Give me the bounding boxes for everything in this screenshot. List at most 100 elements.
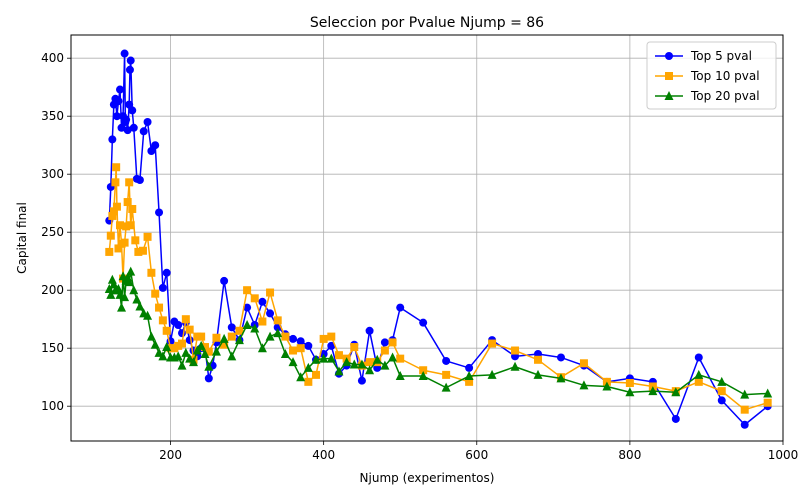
x-axis: 200 400 600 800 1000 bbox=[159, 441, 798, 462]
data-point bbox=[288, 357, 298, 367]
data-point bbox=[671, 387, 681, 397]
data-point bbox=[281, 332, 290, 341]
data-point bbox=[327, 332, 336, 341]
series-layer bbox=[104, 49, 773, 429]
data-point bbox=[196, 340, 206, 350]
data-point bbox=[108, 211, 117, 220]
data-point bbox=[465, 363, 474, 372]
data-point bbox=[280, 349, 290, 358]
data-point bbox=[342, 357, 352, 367]
data-point bbox=[273, 316, 282, 325]
data-point bbox=[365, 365, 375, 375]
legend: Top 5 pval Top 10 pval Top 20 pval bbox=[646, 41, 777, 110]
data-point bbox=[181, 347, 191, 357]
data-point bbox=[304, 341, 313, 350]
data-point bbox=[109, 207, 118, 216]
y-tick-label: 300 bbox=[41, 167, 64, 181]
data-point bbox=[380, 338, 389, 347]
data-point bbox=[125, 178, 134, 187]
data-point bbox=[357, 376, 366, 385]
data-point bbox=[648, 386, 658, 396]
data-point bbox=[625, 387, 635, 397]
data-point bbox=[740, 420, 749, 429]
data-point bbox=[192, 345, 202, 355]
data-point bbox=[242, 320, 252, 329]
data-point bbox=[174, 321, 183, 329]
data-point bbox=[120, 49, 129, 58]
data-point bbox=[158, 283, 167, 292]
data-point bbox=[396, 303, 405, 312]
legend-label: Top 20 pval bbox=[690, 89, 760, 103]
data-point bbox=[266, 309, 275, 318]
data-point bbox=[235, 326, 244, 335]
data-point bbox=[126, 56, 135, 65]
data-point bbox=[131, 236, 140, 245]
y-tick-label: 150 bbox=[41, 341, 64, 355]
data-point bbox=[388, 352, 398, 362]
data-point bbox=[104, 284, 114, 294]
y-tick-label: 350 bbox=[41, 109, 64, 123]
data-point bbox=[200, 349, 210, 358]
data-point bbox=[511, 346, 520, 355]
data-point bbox=[334, 366, 344, 376]
data-point bbox=[114, 244, 123, 253]
legend-marker bbox=[665, 52, 673, 60]
series-2 bbox=[105, 163, 772, 414]
data-point bbox=[419, 318, 428, 327]
data-point bbox=[296, 337, 305, 346]
data-point bbox=[135, 301, 145, 311]
data-point bbox=[158, 316, 167, 325]
data-point bbox=[579, 359, 588, 368]
data-point bbox=[625, 379, 634, 387]
data-point bbox=[143, 310, 153, 320]
data-point bbox=[227, 351, 237, 361]
data-point bbox=[112, 202, 121, 211]
data-point bbox=[227, 332, 236, 341]
data-point bbox=[396, 354, 405, 363]
data-point bbox=[146, 331, 156, 341]
data-point bbox=[372, 354, 382, 364]
data-point bbox=[465, 377, 474, 386]
data-point bbox=[326, 353, 336, 363]
data-point bbox=[138, 246, 147, 255]
data-point bbox=[122, 115, 131, 124]
data-point bbox=[128, 106, 137, 115]
data-point bbox=[112, 163, 121, 172]
data-point bbox=[155, 303, 164, 312]
data-point bbox=[441, 382, 451, 392]
data-point bbox=[273, 328, 283, 338]
data-point bbox=[388, 338, 397, 347]
data-point bbox=[155, 208, 164, 217]
data-point bbox=[204, 347, 213, 356]
data-point bbox=[120, 292, 130, 302]
data-point bbox=[380, 346, 389, 355]
data-point bbox=[250, 294, 259, 303]
data-point bbox=[200, 343, 209, 352]
legend-marker bbox=[665, 72, 673, 80]
data-point bbox=[185, 325, 194, 334]
data-point bbox=[311, 354, 321, 364]
data-point bbox=[289, 346, 298, 355]
data-point bbox=[250, 323, 260, 333]
data-point bbox=[243, 303, 252, 312]
data-point bbox=[143, 232, 152, 241]
y-tick-label: 200 bbox=[41, 283, 64, 297]
data-point bbox=[122, 222, 131, 231]
data-point bbox=[111, 178, 120, 187]
data-point bbox=[173, 351, 183, 361]
data-point bbox=[120, 238, 129, 247]
data-point bbox=[419, 366, 428, 375]
data-point bbox=[112, 112, 121, 121]
y-tick-label: 400 bbox=[41, 51, 64, 65]
data-point bbox=[311, 370, 320, 379]
data-point bbox=[135, 176, 144, 184]
data-point bbox=[304, 377, 313, 386]
data-point bbox=[151, 289, 160, 298]
data-point bbox=[266, 288, 275, 297]
data-point bbox=[556, 353, 565, 362]
data-point bbox=[150, 339, 160, 349]
data-point bbox=[717, 396, 726, 405]
data-point bbox=[128, 205, 137, 213]
y-axis: 100 150 200 250 300 350 400 bbox=[41, 51, 71, 413]
data-point bbox=[602, 381, 612, 391]
